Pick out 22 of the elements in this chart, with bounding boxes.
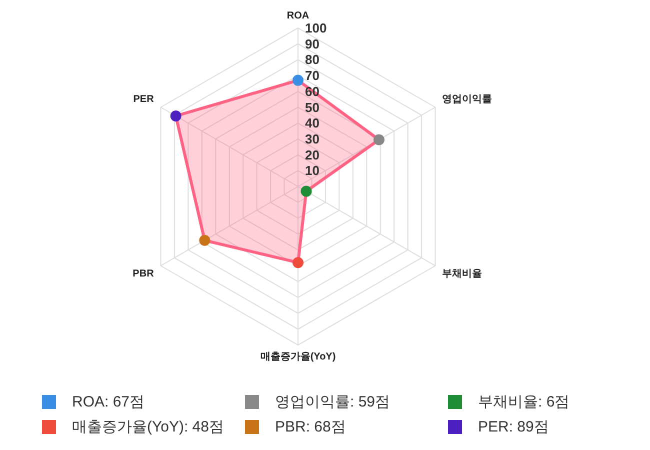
r-tick: 20	[305, 147, 320, 162]
r-tick: 60	[305, 84, 320, 99]
r-tick: 100	[305, 20, 327, 36]
r-tick: 70	[305, 68, 320, 84]
r-tick: 10	[305, 163, 320, 178]
spoke-label: 매출증가율(YoY)	[260, 352, 336, 362]
r-tick: 40	[305, 116, 320, 131]
annotation: 영업이익률: 59점	[275, 394, 390, 410]
annotation: ROA: 67점	[72, 394, 145, 410]
annotation: 매출증가율(YoY): 48점	[72, 418, 224, 436]
spoke-label: 영업이익률	[442, 94, 492, 105]
spoke-label: PER	[133, 94, 154, 105]
r-tick: 90	[305, 36, 320, 52]
annotation: 부채비율: 6점	[478, 394, 570, 410]
r-tick: 30	[305, 131, 320, 146]
annotation: PBR: 68점	[275, 418, 346, 436]
annotation: PER: 89점	[478, 418, 549, 436]
spoke-label: ROA	[286, 10, 310, 22]
r-tick: 80	[305, 52, 320, 68]
r-tick: 50	[305, 100, 320, 115]
spoke-label: PBR	[132, 268, 154, 280]
spoke-label: 부채비율	[442, 268, 482, 280]
